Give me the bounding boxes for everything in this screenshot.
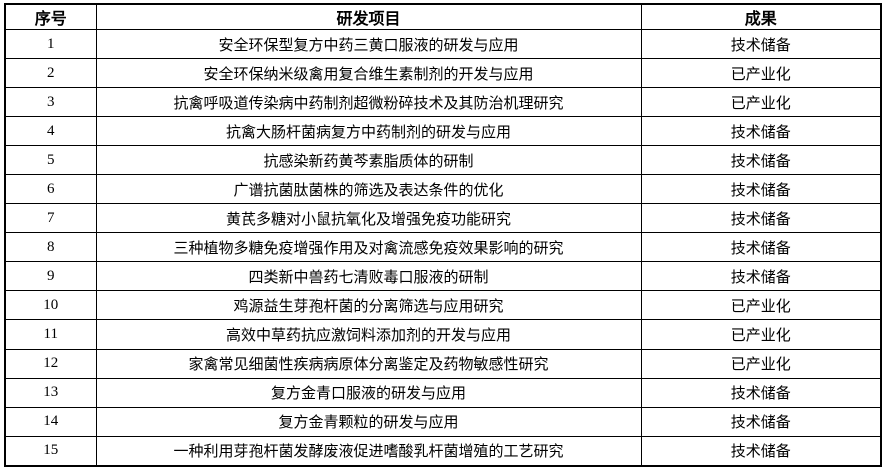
project-name-cell: 广谱抗菌肽菌株的筛选及表达条件的优化 [95, 174, 642, 205]
result-cell: 已产业化 [640, 87, 882, 118]
result-cell: 已产业化 [640, 348, 882, 379]
row-index-cell: 2 [4, 58, 97, 89]
table-row: 13 复方金青口服液的研发与应用 技术储备 [4, 377, 882, 408]
project-name-cell: 高效中草药抗应激饲料添加剂的开发与应用 [95, 319, 642, 350]
row-index-cell: 13 [4, 377, 97, 408]
table-row: 1 安全环保型复方中药三黄口服液的研发与应用 技术储备 [4, 28, 882, 60]
col-header-index: 序号 [4, 3, 97, 30]
table-row: 14 复方金青颗粒的研发与应用 技术储备 [4, 406, 882, 437]
table-row: 6 广谱抗菌肽菌株的筛选及表达条件的优化 技术储备 [4, 174, 882, 205]
table-row: 10 鸡源益生芽孢杆菌的分离筛选与应用研究 已产业化 [4, 290, 882, 321]
row-index-cell: 14 [4, 406, 97, 437]
row-index-cell: 3 [4, 87, 97, 118]
row-index-cell: 1 [4, 28, 97, 60]
project-name-cell: 抗感染新药黄芩素脂质体的研制 [95, 145, 642, 176]
result-cell: 已产业化 [640, 290, 882, 321]
project-name-cell: 抗禽呼吸道传染病中药制剂超微粉碎技术及其防治机理研究 [95, 87, 642, 118]
result-cell: 技术储备 [640, 28, 882, 60]
table-row: 11 高效中草药抗应激饲料添加剂的开发与应用 已产业化 [4, 319, 882, 350]
table-row: 3 抗禽呼吸道传染病中药制剂超微粉碎技术及其防治机理研究 已产业化 [4, 87, 882, 118]
project-name-cell: 复方金青颗粒的研发与应用 [95, 406, 642, 437]
result-cell: 技术储备 [640, 435, 882, 467]
result-cell: 技术储备 [640, 232, 882, 263]
col-header-project: 研发项目 [95, 3, 642, 30]
project-name-cell: 黄芪多糖对小鼠抗氧化及增强免疫功能研究 [95, 203, 642, 234]
row-index-cell: 9 [4, 261, 97, 292]
table-header: 序号 研发项目 成果 [4, 3, 882, 30]
table-body: 1 安全环保型复方中药三黄口服液的研发与应用 技术储备 2 安全环保纳米级禽用复合维生素… [4, 28, 882, 467]
header-row: 序号 研发项目 成果 [4, 3, 882, 30]
row-index-cell: 5 [4, 145, 97, 176]
result-cell: 技术储备 [640, 145, 882, 176]
result-cell: 技术储备 [640, 406, 882, 437]
project-name-cell: 复方金青口服液的研发与应用 [95, 377, 642, 408]
table-row: 4 抗禽大肠杆菌病复方中药制剂的研发与应用 技术储备 [4, 116, 882, 147]
table-row: 5 抗感染新药黄芩素脂质体的研制 技术储备 [4, 145, 882, 176]
row-index-cell: 15 [4, 435, 97, 467]
result-cell: 技术储备 [640, 261, 882, 292]
result-cell: 技术储备 [640, 377, 882, 408]
project-name-cell: 家禽常见细菌性疾病病原体分离鉴定及药物敏感性研究 [95, 348, 642, 379]
col-header-result: 成果 [640, 3, 882, 30]
project-name-cell: 一种利用芽孢杆菌发酵废液促进嗜酸乳杆菌增殖的工艺研究 [95, 435, 642, 467]
result-cell: 已产业化 [640, 58, 882, 89]
table-row: 15 一种利用芽孢杆菌发酵废液促进嗜酸乳杆菌增殖的工艺研究 技术储备 [4, 435, 882, 467]
project-name-cell: 安全环保纳米级禽用复合维生素制剂的开发与应用 [95, 58, 642, 89]
rd-projects-table: 序号 研发项目 成果 1 安全环保型复方中药三黄口服液的研发与应用 技术储备 2 安全环… [4, 3, 882, 467]
row-index-cell: 12 [4, 348, 97, 379]
row-index-cell: 11 [4, 319, 97, 350]
row-index-cell: 4 [4, 116, 97, 147]
project-name-cell: 安全环保型复方中药三黄口服液的研发与应用 [95, 28, 642, 60]
row-index-cell: 8 [4, 232, 97, 263]
row-index-cell: 7 [4, 203, 97, 234]
row-index-cell: 6 [4, 174, 97, 205]
result-cell: 技术储备 [640, 116, 882, 147]
table-row: 7 黄芪多糖对小鼠抗氧化及增强免疫功能研究 技术储备 [4, 203, 882, 234]
table-row: 12 家禽常见细菌性疾病病原体分离鉴定及药物敏感性研究 已产业化 [4, 348, 882, 379]
project-name-cell: 抗禽大肠杆菌病复方中药制剂的研发与应用 [95, 116, 642, 147]
result-cell: 已产业化 [640, 319, 882, 350]
project-name-cell: 鸡源益生芽孢杆菌的分离筛选与应用研究 [95, 290, 642, 321]
table-row: 8 三种植物多糖免疫增强作用及对禽流感免疫效果影响的研究 技术储备 [4, 232, 882, 263]
table-row: 9 四类新中兽药七清败毒口服液的研制 技术储备 [4, 261, 882, 292]
result-cell: 技术储备 [640, 174, 882, 205]
project-name-cell: 三种植物多糖免疫增强作用及对禽流感免疫效果影响的研究 [95, 232, 642, 263]
row-index-cell: 10 [4, 290, 97, 321]
result-cell: 技术储备 [640, 203, 882, 234]
table-row: 2 安全环保纳米级禽用复合维生素制剂的开发与应用 已产业化 [4, 58, 882, 89]
project-name-cell: 四类新中兽药七清败毒口服液的研制 [95, 261, 642, 292]
